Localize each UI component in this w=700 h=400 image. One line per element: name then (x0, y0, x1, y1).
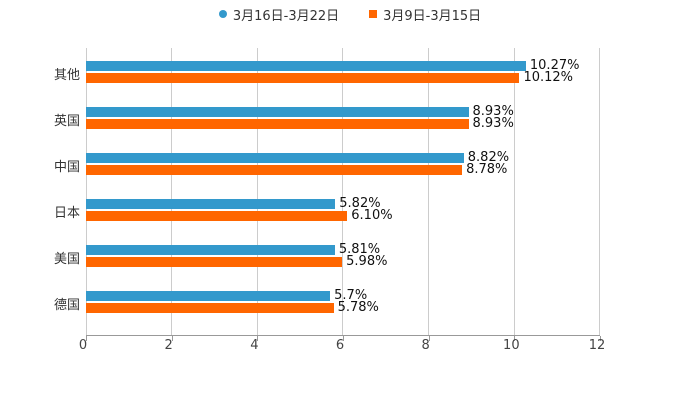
data-label: 10.12% (523, 70, 574, 85)
bar-series-1[interactable] (86, 245, 335, 255)
data-label: 5.81% (338, 242, 381, 257)
category-label: 中国 (53, 160, 80, 175)
bar-series-1[interactable] (86, 199, 336, 209)
x-tick-label: 8 (421, 338, 430, 353)
bar-series-2[interactable] (86, 211, 348, 221)
gridline (257, 48, 258, 336)
bar-series-2[interactable] (86, 119, 469, 129)
x-tick-label: 12 (588, 338, 606, 353)
data-label: 10.27% (529, 58, 580, 73)
category-label: 美国 (53, 252, 80, 267)
x-tick (257, 336, 259, 341)
data-label: 8.93% (472, 116, 514, 131)
data-label: 8.82% (467, 150, 510, 165)
legend-item-series-1[interactable]: 3月16日-3月22日 (218, 4, 340, 24)
data-label: 5.7% (334, 288, 368, 303)
x-tick (171, 336, 173, 341)
data-label: 8.93% (472, 104, 514, 119)
legend-square-icon (369, 10, 378, 18)
legend-circle-icon (218, 10, 227, 18)
gridline (514, 48, 515, 336)
x-tick-label: 6 (335, 338, 345, 353)
category-label: 日本 (53, 206, 80, 221)
plot-area (86, 48, 600, 336)
bar-series-2[interactable] (86, 303, 334, 313)
x-axis (86, 335, 600, 336)
data-label: 5.98% (346, 254, 388, 269)
data-label: 5.78% (337, 300, 379, 315)
x-tick-label: 4 (250, 338, 259, 353)
gridline (428, 48, 429, 336)
x-tick-label: 10 (503, 338, 520, 353)
bar-series-2[interactable] (86, 73, 520, 83)
data-label: 8.78% (466, 162, 508, 177)
bar-series-1[interactable] (86, 153, 464, 163)
x-tick (86, 336, 87, 341)
x-tick-label: 2 (164, 338, 173, 353)
bar-series-1[interactable] (86, 291, 331, 301)
category-label: 英国 (53, 114, 80, 129)
bar-series-2[interactable] (86, 257, 343, 267)
bar-series-1[interactable] (86, 107, 469, 117)
x-tick (600, 336, 601, 341)
gridline (86, 48, 87, 336)
category-label: 德国 (53, 298, 80, 313)
x-tick (514, 336, 516, 341)
category-label: 其他 (53, 68, 80, 83)
bar-series-2[interactable] (86, 165, 463, 175)
data-label: 5.82% (339, 196, 381, 211)
legend-label: 3月16日-3月22日 (232, 8, 340, 24)
bar-series-1[interactable] (86, 61, 526, 71)
x-tick-label: 0 (78, 338, 88, 353)
x-tick (343, 336, 344, 341)
gridline (599, 48, 600, 336)
legend-item-series-2[interactable]: 3月9日-3月15日 (369, 4, 481, 24)
gridline (171, 48, 172, 336)
legend-label: 3月9日-3月15日 (383, 8, 482, 24)
data-label: 6.10% (351, 208, 393, 223)
x-tick (428, 336, 430, 341)
chart-legend: 3月16日-3月22日 3月9日-3月15日 (0, 4, 700, 24)
gridline (342, 48, 343, 336)
